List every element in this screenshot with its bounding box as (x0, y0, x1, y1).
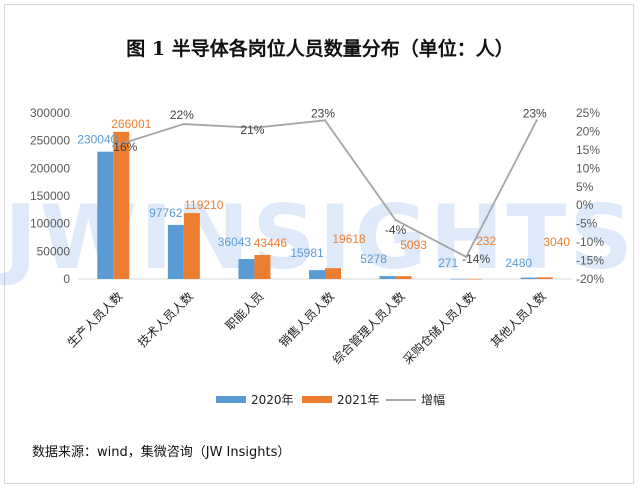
data-label-2021: 266001 (111, 117, 151, 131)
y-right-tick-label: -20% (576, 272, 604, 286)
data-label-2021: 5093 (400, 238, 427, 252)
y-left-tick-label: 50000 (37, 244, 71, 258)
bar-2020 (167, 224, 184, 279)
data-label-growth: -4% (385, 223, 407, 237)
growth-point (394, 218, 397, 222)
chart-title: 图 1 半导体各岗位人员数量分布（单位：人） (126, 38, 514, 60)
bar-2020 (309, 270, 325, 279)
category-label: 生产人员人数 (64, 289, 126, 351)
data-label-2020: 2480 (505, 256, 532, 270)
data-label-2021: 3040 (543, 235, 570, 249)
y-left-tick-label: 300000 (30, 106, 70, 120)
bar-2021 (254, 254, 271, 279)
growth-point (112, 145, 115, 148)
data-label-growth: 21% (240, 123, 264, 137)
bar-2021 (113, 131, 130, 279)
data-label-2021: 43446 (254, 236, 288, 250)
bar-2021 (395, 276, 412, 279)
category-label: 综合管理人员人数 (329, 289, 407, 367)
bar-2020 (379, 276, 396, 279)
data-label-growth: -14% (462, 252, 490, 266)
growth-point (253, 126, 256, 129)
bar-2021 (325, 268, 341, 279)
y-right-tick-label: 10% (576, 161, 600, 175)
data-label-2020: 15981 (290, 246, 324, 260)
y-left-tick-label: 100000 (30, 217, 70, 231)
growth-point (464, 255, 468, 259)
legend-swatch-2020 (216, 396, 246, 403)
legend-swatch-2021 (302, 396, 332, 403)
y-right-tick-label: -10% (576, 235, 604, 249)
legend-label-2020: 2020年 (251, 393, 294, 407)
data-label-growth: 16% (113, 140, 137, 154)
data-label-2021: 119210 (184, 198, 223, 212)
y-right-tick-label: 20% (576, 124, 600, 138)
data-label-growth: 23% (523, 106, 547, 120)
data-label-growth: 22% (170, 108, 194, 122)
bar-2020 (450, 278, 467, 280)
source-note: 数据来源：wind，集微咨询（JW Insights） (32, 445, 291, 460)
category-label: 销售人员人数 (276, 289, 338, 351)
data-label-2020: 36043 (218, 235, 252, 249)
y-left-tick-label: 150000 (30, 189, 70, 203)
growth-point (323, 119, 327, 122)
bar-2021 (536, 277, 553, 279)
growth-point (535, 119, 538, 122)
bar-2020 (238, 259, 255, 279)
data-label-2021: 19618 (332, 232, 366, 246)
bar-2021 (183, 213, 200, 279)
data-label-2021: 232 (476, 234, 496, 248)
category-label: 职能人员 (223, 289, 267, 333)
category-label: 技术人员人数 (134, 289, 196, 351)
data-label-2020: 271 (438, 256, 458, 270)
y-right-tick-label: -15% (576, 254, 604, 268)
bar-2020 (520, 277, 537, 279)
y-right-tick-label: -5% (576, 217, 598, 231)
growth-point (182, 122, 186, 126)
y-left-tick-label: 0 (63, 272, 70, 286)
bar-2021 (466, 278, 483, 280)
y-right-tick-label: 0% (576, 198, 594, 212)
category-label: 采购仓储人员人数 (400, 289, 478, 367)
y-right-tick-label: 25% (576, 106, 600, 120)
legend-label-2021: 2021年 (337, 393, 380, 407)
bar-2020 (97, 151, 114, 279)
data-label-growth: 23% (311, 106, 335, 120)
data-label-2020: 230040 (77, 133, 117, 147)
data-label-2020: 5278 (360, 252, 387, 266)
y-left-tick-label: 250000 (30, 134, 70, 148)
data-label-2020: 97762 (149, 206, 183, 220)
y-right-tick-label: 15% (576, 143, 600, 157)
category-label: 其他人员人数 (487, 289, 549, 351)
y-right-tick-label: 5% (576, 180, 594, 194)
y-left-tick-label: 200000 (30, 161, 70, 175)
legend-label-growth: 增幅 (421, 392, 445, 407)
